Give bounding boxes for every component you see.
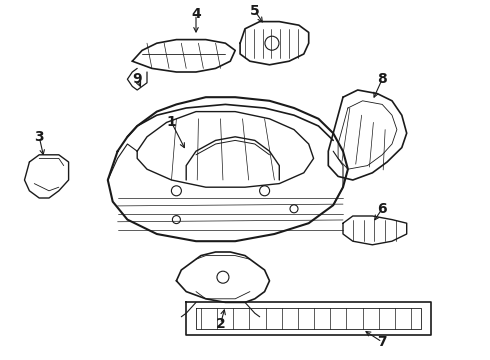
Text: 6: 6 [377,202,387,216]
Text: 7: 7 [377,335,387,349]
Text: 3: 3 [34,130,44,144]
Text: 1: 1 [167,116,176,129]
Text: 8: 8 [377,72,387,86]
Text: 5: 5 [250,4,260,18]
Text: 2: 2 [216,317,225,331]
Text: 9: 9 [132,72,142,86]
Text: 4: 4 [191,8,201,21]
